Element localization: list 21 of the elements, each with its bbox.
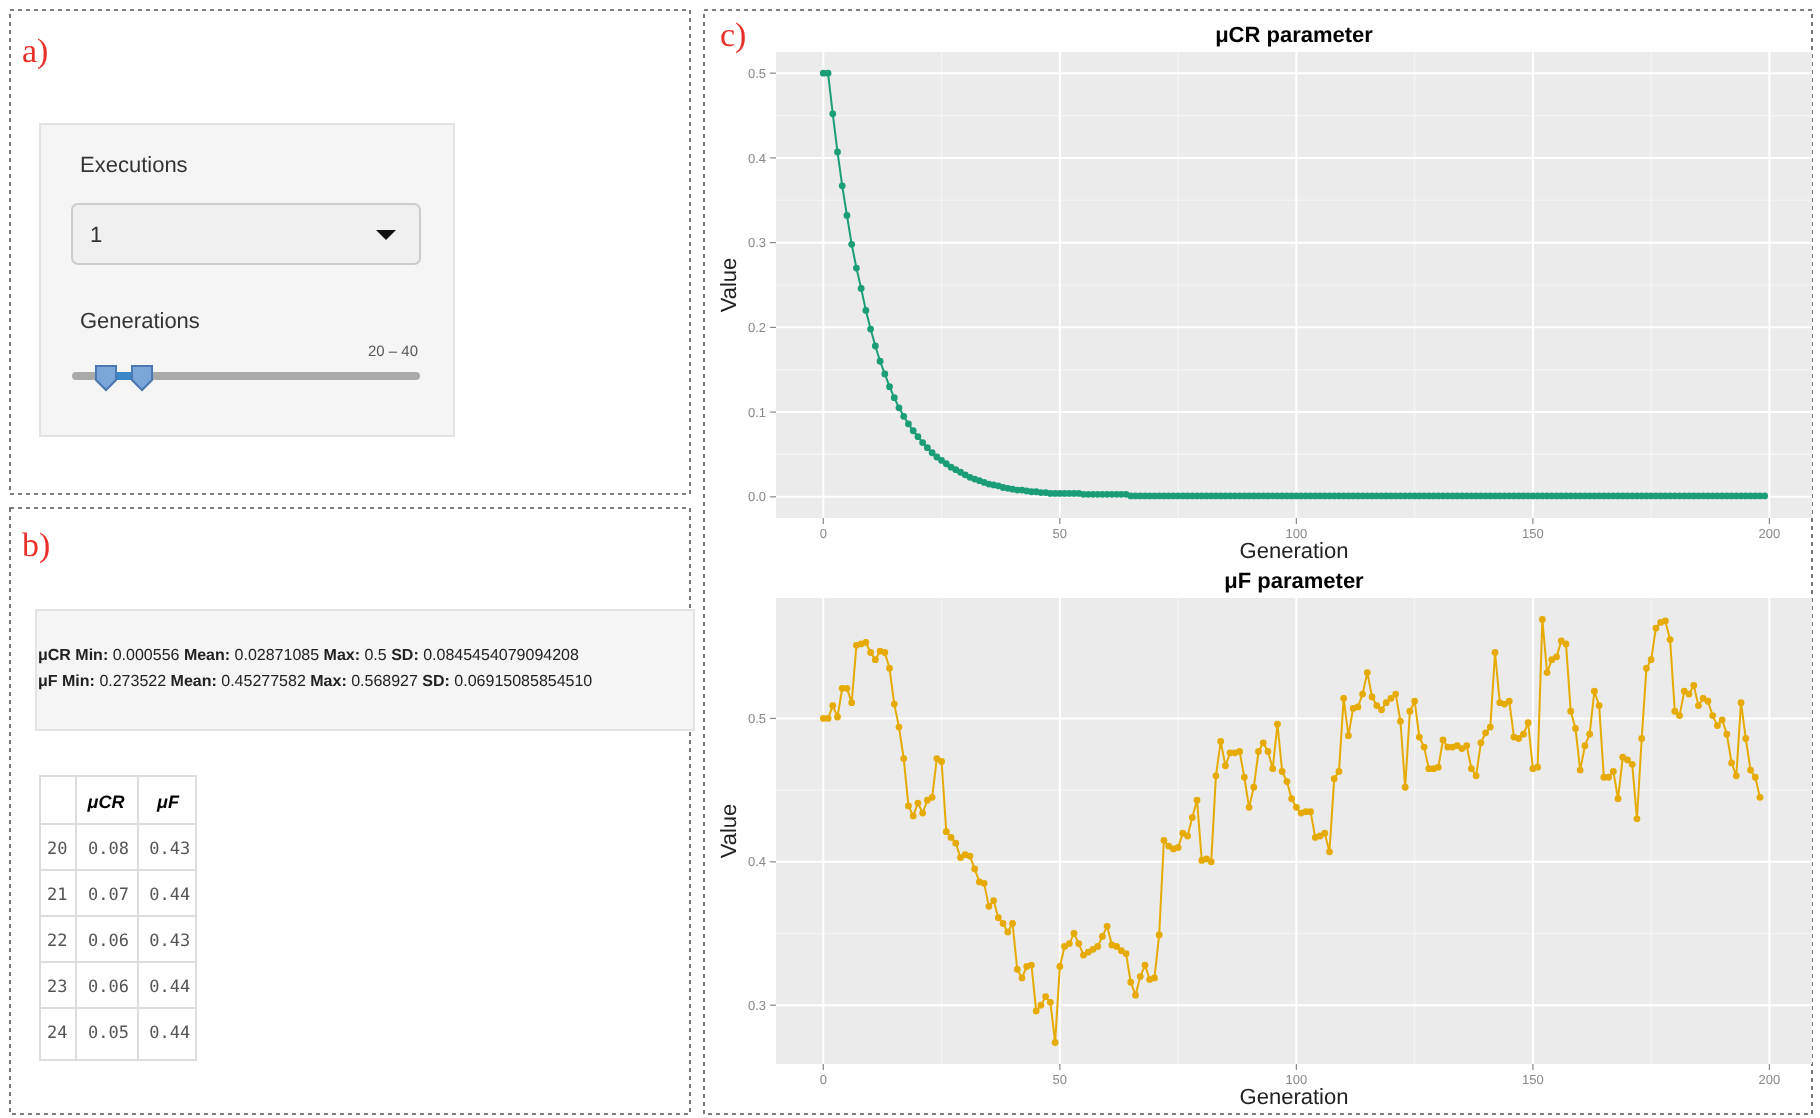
text: μCR Min: 0.000556 Mean: 0.02871085 Max: 0.5 SD: 0.0845454079094208 bbox=[38, 646, 579, 664]
text: μCR bbox=[85, 792, 126, 812]
text: 1 bbox=[90, 224, 103, 248]
chart-title: μCR parameter bbox=[1215, 24, 1375, 48]
text: 24 0.05 0.44 bbox=[47, 1024, 191, 1044]
text: c) bbox=[720, 16, 747, 54]
text: μF bbox=[155, 792, 180, 812]
text: μF Min: 0.273522 Mean: 0.45277582 Max: 0.568927 SD: 0.06915085854510 bbox=[38, 672, 593, 690]
y-axis-title: Value bbox=[718, 257, 742, 313]
text: b) bbox=[22, 526, 51, 564]
chart-title: μF parameter bbox=[1224, 570, 1366, 594]
x-axis-title: Generation bbox=[1239, 1086, 1349, 1110]
y-axis-title: Value bbox=[718, 803, 742, 859]
text: 20 0.08 0.43 bbox=[47, 840, 191, 860]
text: 21 0.07 0.44 bbox=[47, 886, 191, 906]
x-axis-title: Generation bbox=[1239, 540, 1349, 564]
text: 22 0.06 0.43 bbox=[47, 932, 191, 952]
text: 23 0.06 0.44 bbox=[47, 978, 191, 998]
text: Generations bbox=[80, 310, 201, 334]
text: Executions bbox=[80, 154, 189, 178]
text: a) bbox=[22, 32, 49, 70]
